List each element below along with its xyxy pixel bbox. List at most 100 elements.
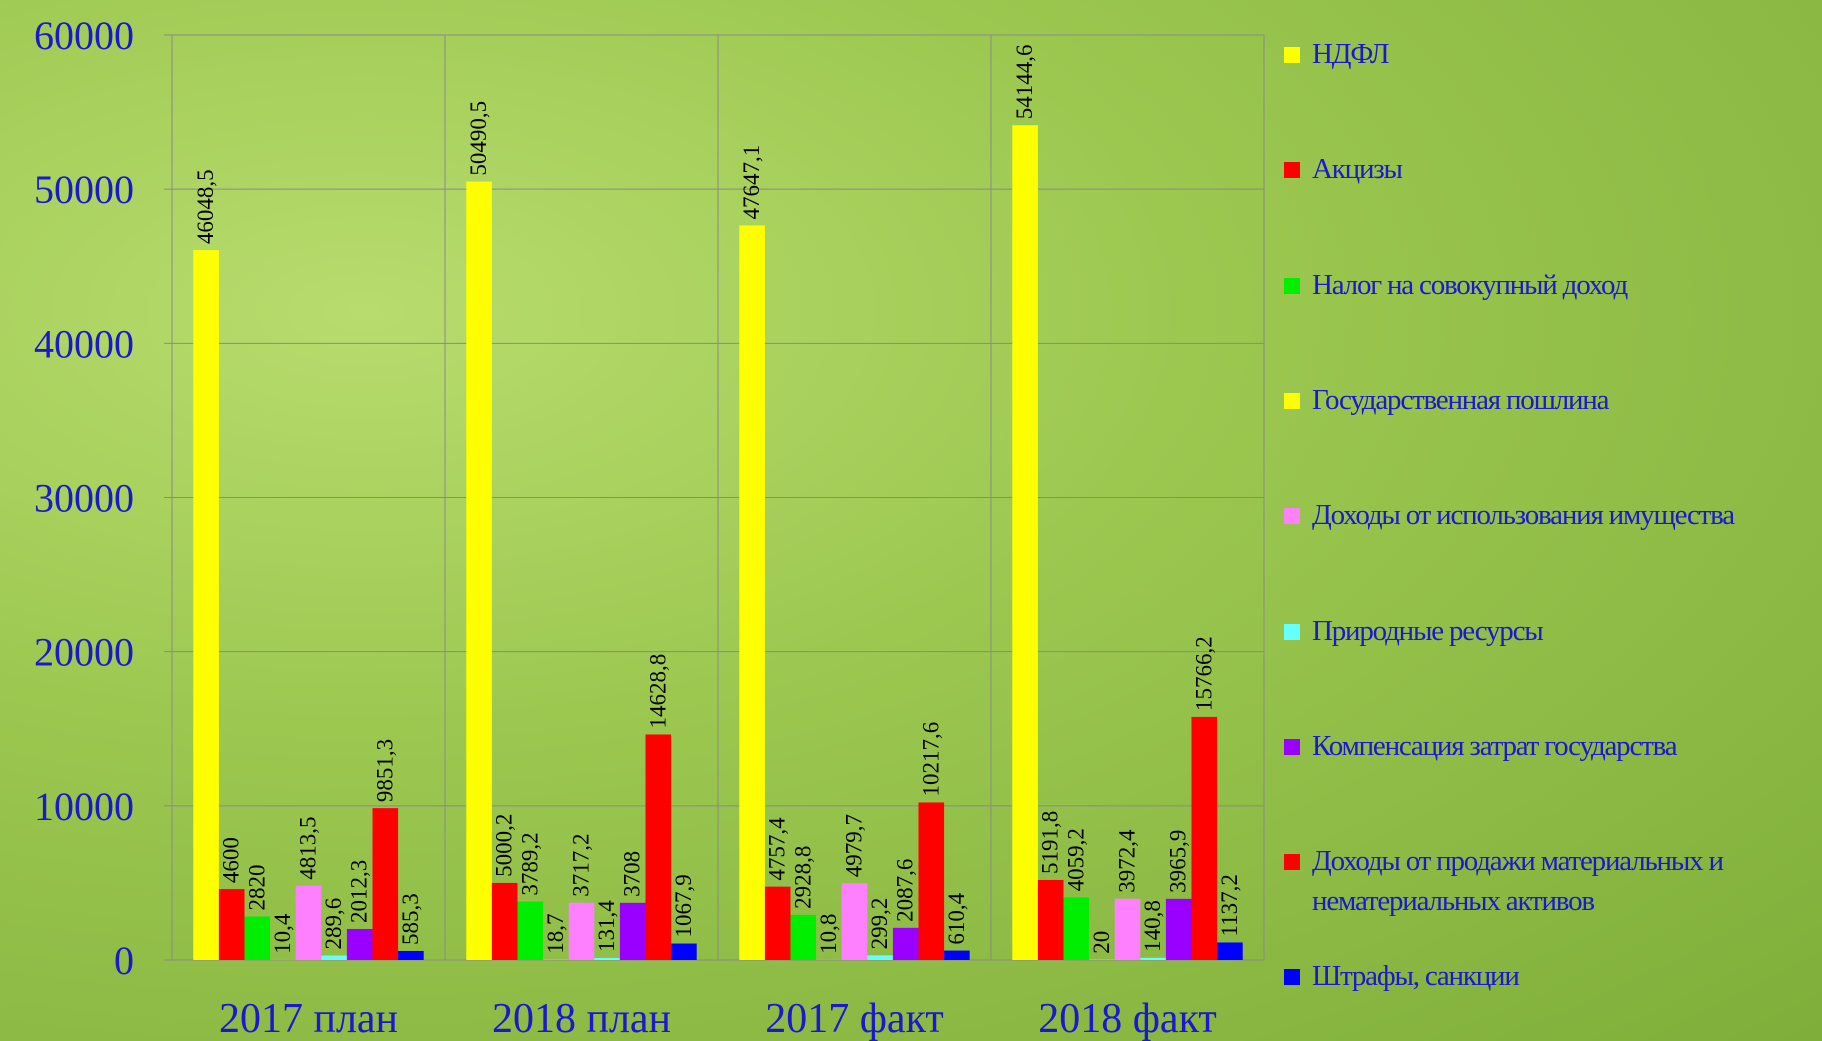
value-label: 15766,2 [1191,636,1216,711]
legend-label: НДФЛ [1312,38,1388,70]
legend-entry: Доходы от использования имущества [1284,495,1822,535]
value-label: 2087,6 [893,859,918,922]
value-label: 4813,5 [296,817,321,880]
value-label: 3972,4 [1115,829,1140,893]
bar [1217,942,1243,960]
legend-label: Доходы от продажи материальных и нематер… [1312,845,1723,917]
bar [466,182,492,960]
bar [245,917,271,960]
bar [646,734,672,960]
value-label: 3717,2 [569,833,594,896]
bar [1192,717,1218,960]
legend-swatch [1284,278,1300,294]
value-label: 585,3 [398,893,423,945]
bar [620,903,646,960]
bar [492,883,518,960]
legend-label: Природные ресурсы [1312,615,1543,647]
bar [518,902,544,960]
bar [1012,125,1038,960]
legend-entry: Природные ресурсы [1284,611,1822,651]
legend-label: Акцизы [1312,153,1402,185]
value-label: 4979,7 [842,814,867,877]
value-label: 54144,6 [1012,45,1037,120]
chart: 0 10000 20000 30000 40000 50000 60000 2017 план… [0,0,1822,1041]
value-label: 1067,9 [671,874,696,937]
bar [1064,897,1090,960]
legend-entry: Компенсация затрат государства [1284,726,1822,766]
bar [671,944,697,960]
y-tick-label: 0 [114,938,134,983]
bar [867,955,893,960]
value-label: 10,4 [270,913,295,954]
value-label: 3708 [620,851,645,897]
bar [193,250,219,960]
y-tick-label: 30000 [34,476,134,521]
x-tick-label: 2018 факт [1038,996,1217,1041]
value-label: 4059,2 [1063,828,1088,891]
legend-label: Налог на совокупный доход [1312,269,1627,301]
bar [373,808,399,960]
bar [739,225,765,960]
legend-entry: Налог на совокупный доход [1284,265,1822,305]
bar [398,951,424,960]
x-tick-label: 2017 факт [765,996,944,1041]
value-label: 18,7 [543,913,568,953]
bar [347,929,373,960]
legend-label: Доходы от использования имущества [1312,499,1734,531]
legend-swatch [1284,47,1300,63]
value-label: 4757,4 [765,817,790,881]
x-tick-label: 2018 план [492,996,671,1041]
legend-swatch [1284,508,1300,524]
bar [919,802,945,960]
value-label: 131,4 [594,900,619,952]
value-label: 47647,1 [739,145,764,220]
bar [321,956,347,960]
value-label: 20 [1089,931,1114,954]
bar [791,915,817,960]
legend-swatch [1284,393,1300,409]
value-label: 46048,5 [193,169,218,244]
legend-entry: Доходы от продажи материальных и нематер… [1284,841,1822,921]
y-tick-label: 10000 [34,784,134,829]
y-tick-label: 50000 [34,167,134,212]
value-label: 1137,2 [1217,874,1242,936]
value-label: 4600 [219,837,244,883]
legend-label: Штрафы, санкции [1312,960,1519,992]
value-label: 289,6 [321,898,346,950]
bar [219,889,245,960]
value-label: 140,8 [1140,900,1165,952]
bar [569,903,595,960]
value-label: 14628,8 [645,654,670,729]
value-label: 5000,2 [492,814,517,877]
value-label: 9851,3 [372,739,397,802]
legend-entry: Акцизы [1284,149,1822,189]
value-label: 299,2 [867,898,892,950]
y-tick-label: 20000 [34,630,134,675]
bar [1166,899,1192,960]
value-label: 50490,5 [466,101,491,176]
legend-swatch [1284,162,1300,178]
bar [893,928,919,960]
value-label: 10217,6 [918,722,943,797]
legend-swatch [1284,624,1300,640]
legend-label: Компенсация затрат государства [1312,730,1676,762]
y-tick-label: 40000 [34,321,134,366]
bar [765,887,791,960]
legend-entry: НДФЛ [1284,34,1822,74]
legend-swatch [1284,854,1300,870]
legend-entry: Штрафы, санкции [1284,956,1822,996]
value-label: 10,8 [816,914,841,954]
value-label: 2928,8 [790,846,815,909]
value-label: 5191,8 [1038,811,1063,874]
x-tick-label: 2017 план [219,996,398,1041]
legend-label: Государственная пошлина [1312,384,1608,416]
bar [1115,899,1141,960]
y-tick-label: 60000 [34,13,134,58]
bar [1140,958,1166,960]
legend-swatch [1284,739,1300,755]
bar [944,951,970,960]
bar [594,958,620,960]
bar [842,883,868,960]
bar [296,886,322,960]
value-label: 3965,9 [1166,830,1191,893]
